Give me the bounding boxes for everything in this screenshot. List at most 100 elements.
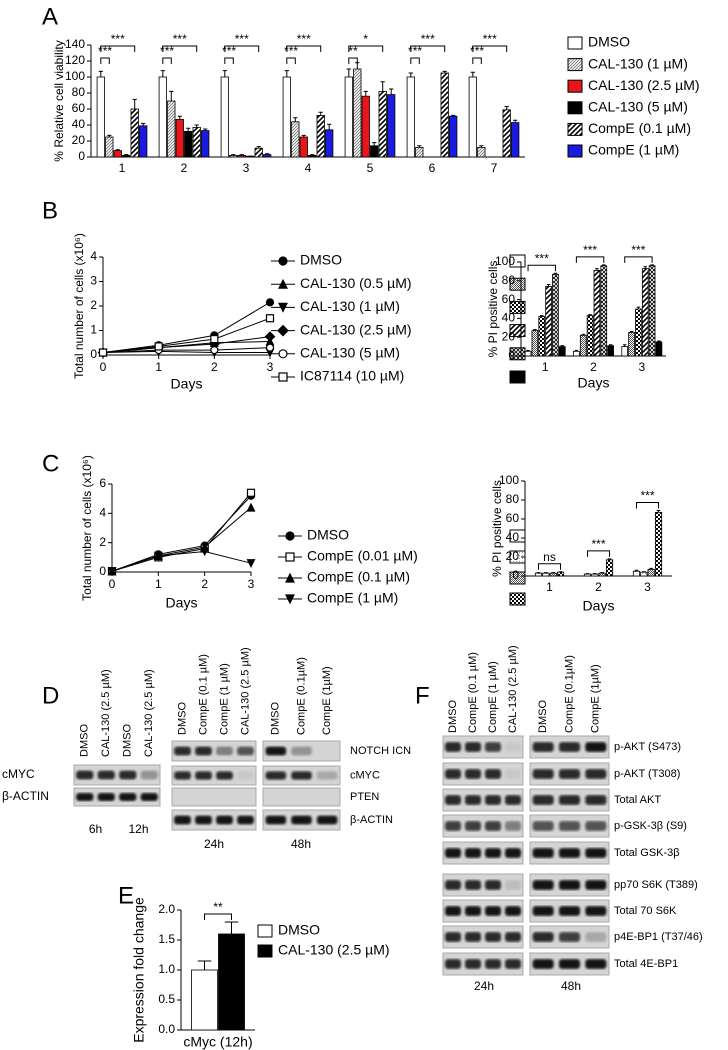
- marker: [200, 547, 210, 557]
- lane-label: CAL-130 (2.5 µM): [507, 645, 519, 733]
- blot-band: [558, 880, 581, 890]
- bar: [378, 91, 387, 158]
- error-bar: [293, 117, 298, 122]
- y-tick-label: 100: [499, 473, 519, 487]
- bar: [558, 346, 566, 357]
- row-label: cMYC: [2, 767, 35, 781]
- blot-band: [585, 769, 607, 779]
- y-tick-label: 60: [506, 511, 520, 525]
- bar: [531, 330, 539, 357]
- legend-label: CAL-130 (2.5 µM): [278, 942, 390, 958]
- blot-band: [97, 793, 115, 801]
- blot-band: [558, 795, 581, 805]
- bar: [600, 265, 608, 357]
- legend-swatch: [509, 370, 526, 384]
- bar: [598, 572, 606, 577]
- bar: [583, 573, 592, 577]
- blot-band: [532, 848, 554, 858]
- significance-label: ***: [222, 44, 236, 58]
- x-tick-label: 2: [181, 161, 188, 175]
- legend-swatch: [567, 101, 583, 115]
- marker: [285, 531, 295, 541]
- x-tick-label: 2: [595, 580, 602, 594]
- bar: [579, 334, 587, 357]
- blot-band: [558, 932, 581, 942]
- bar: [254, 147, 263, 158]
- x-tick-label: 3: [248, 577, 255, 591]
- bar: [105, 136, 114, 158]
- x-tick-label: 3: [267, 360, 274, 374]
- time-label: 24h: [204, 837, 224, 851]
- error-bar: [581, 333, 585, 336]
- significance-bracket: [203, 913, 233, 920]
- x-tick-label: 1: [546, 580, 553, 594]
- legend-label: CAL-130 (0.5 µM): [300, 275, 412, 291]
- error-bar: [470, 71, 475, 77]
- error-bar: [256, 146, 261, 149]
- row-label: NOTCH ICN: [350, 745, 411, 757]
- marker: [278, 256, 288, 266]
- legend-swatch: [257, 944, 273, 958]
- legend-label: CompE (0.1 µM): [307, 569, 410, 585]
- legend-label: CompE (0.01 µM): [307, 548, 418, 564]
- x-tick-label: 0: [109, 577, 116, 591]
- x-tick-label: 4: [305, 161, 312, 175]
- blot-band: [505, 906, 521, 916]
- error-bar: [389, 88, 394, 95]
- y-tick-label: 40: [72, 117, 86, 131]
- x-axis-label: Days: [583, 598, 615, 614]
- time-label: 48h: [561, 979, 581, 993]
- y-tick-label: 100: [495, 254, 515, 268]
- bar: [308, 154, 317, 158]
- blot-band: [485, 795, 501, 805]
- significance-label: ***: [98, 44, 112, 58]
- blot-band: [532, 959, 554, 969]
- marker: [285, 594, 295, 605]
- series-line: [102, 301, 271, 354]
- marker: [265, 298, 275, 307]
- error-bar: [115, 149, 120, 151]
- marker: [265, 343, 275, 352]
- blot-band: [585, 932, 607, 942]
- lane-label: CAL-130 (2.5 µM): [239, 647, 251, 735]
- error-bar: [588, 314, 592, 316]
- blot-band: [195, 746, 212, 756]
- bar: [552, 273, 559, 357]
- blot-band: [76, 770, 94, 780]
- significance-label: ***: [111, 32, 125, 46]
- blot-strip: [171, 740, 257, 762]
- blot-band: [532, 880, 554, 890]
- lane-label: DMSO: [176, 702, 188, 735]
- significance-bracket: [537, 563, 562, 570]
- bar: [647, 568, 655, 577]
- panel-label: B: [42, 197, 58, 224]
- bar: [621, 346, 629, 357]
- error-bar: [634, 569, 639, 572]
- blot-band: [265, 746, 287, 756]
- blot-band: [532, 906, 554, 916]
- blot-band: [585, 906, 607, 916]
- blot-strip: [171, 809, 257, 831]
- bar: [477, 146, 486, 158]
- blot-band: [532, 932, 554, 942]
- x-tick-label: 2: [201, 577, 208, 591]
- blot-band: [237, 815, 254, 825]
- significance-bracket: [472, 57, 482, 64]
- y-tick-label: 80: [72, 85, 86, 99]
- y-tick-label: 2.0: [158, 902, 175, 916]
- x-tick-label: 1: [155, 577, 162, 591]
- y-axis-label: % Relative cell viability: [52, 40, 66, 161]
- significance-bracket: [162, 45, 198, 52]
- lane-label: CAL-130 (2.5 µM): [100, 669, 112, 757]
- y-tick-label: 100: [65, 69, 85, 83]
- bar: [542, 572, 550, 577]
- blot-strip: [73, 764, 161, 786]
- marker: [278, 302, 288, 313]
- blot-band: [119, 770, 137, 780]
- time-label: 12h: [128, 822, 148, 836]
- error-bar: [169, 90, 174, 101]
- legend-swatch: [567, 58, 583, 72]
- significance-bracket: [410, 45, 446, 52]
- x-axis-label: Days: [578, 375, 610, 391]
- time-label: 24h: [474, 979, 494, 993]
